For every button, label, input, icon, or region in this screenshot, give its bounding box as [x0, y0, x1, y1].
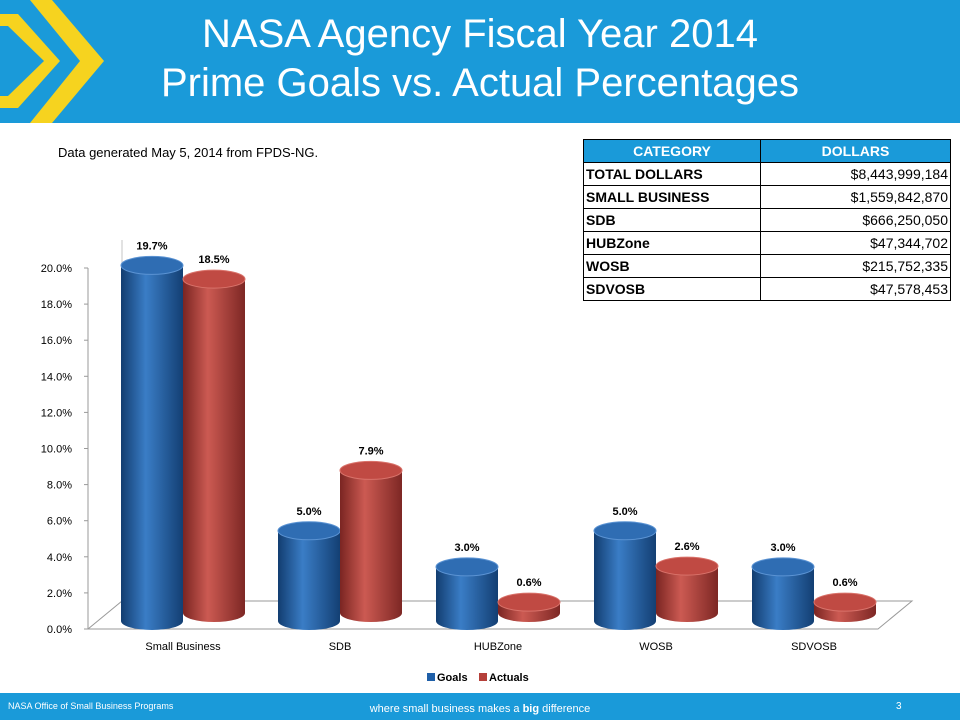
legend-goals-swatch — [427, 673, 435, 681]
bar-body — [121, 265, 183, 630]
data-label: 5.0% — [296, 506, 321, 518]
data-label: 0.6% — [516, 577, 541, 589]
bar-top — [435, 557, 499, 577]
tagline-start: where small business makes a — [369, 703, 523, 715]
y-tick-label: 4.0% — [47, 552, 72, 564]
bar-goals-hubzone — [435, 557, 499, 630]
bar-actuals-small-business — [182, 269, 246, 622]
bar-top — [751, 557, 815, 577]
tagline-end: difference — [539, 703, 591, 715]
bar-goals-sdvosb — [751, 557, 815, 630]
bar-top — [593, 521, 657, 541]
bar-chart: 0.0% 2.0% 4.0% 6.0% 8.0% 10.0% 12.0% 14.0% 16.0%… — [41, 240, 914, 684]
title-line-2: Prime Goals vs. Actual Percentages — [160, 61, 800, 105]
data-label: 7.9% — [358, 445, 383, 457]
table-cell-category: SDVOSB — [583, 277, 761, 301]
bar-actuals-wosb — [655, 556, 719, 622]
bar-actuals-hubzone — [497, 592, 561, 622]
table-cell-dollars: $215,752,335 — [760, 254, 951, 278]
footer-bar: NASA Office of Small Business Programs w… — [0, 693, 960, 720]
bar-actuals-sdvosb — [813, 592, 877, 622]
y-tick-label: 2.0% — [47, 588, 72, 600]
bar-top — [120, 255, 184, 275]
y-tick-label: 12.0% — [41, 407, 72, 419]
page-title: NASA Agency Fiscal Year 2014 Prime Goals… — [110, 10, 850, 108]
bar-goals-small-business — [120, 255, 184, 630]
table-cell-dollars: $47,578,453 — [760, 277, 951, 301]
legend-goals-label: Goals — [437, 672, 468, 684]
table-row: SDB $666,250,050 — [583, 208, 951, 232]
x-tick-label: HUBZone — [474, 641, 522, 653]
title-line-1: NASA Agency Fiscal Year 2014 — [202, 12, 758, 56]
footer-tagline: where small business makes a big differe… — [0, 703, 960, 715]
data-label: 19.7% — [136, 240, 167, 252]
bar-top — [497, 592, 561, 612]
data-label: 18.5% — [198, 254, 229, 266]
page-number: 3 — [896, 701, 902, 712]
table-cell-category: SMALL BUSINESS — [583, 185, 761, 209]
bar-actuals-sdb — [339, 460, 403, 622]
table-cell-dollars: $47,344,702 — [760, 231, 951, 255]
title-banner: NASA Agency Fiscal Year 2014 Prime Goals… — [0, 0, 960, 123]
x-tick-label: WOSB — [639, 641, 673, 653]
y-tick-label: 8.0% — [47, 480, 72, 492]
legend-actuals-label: Actuals — [489, 672, 529, 684]
data-label: 5.0% — [612, 506, 637, 518]
bar-body — [752, 566, 814, 630]
bar-top — [182, 269, 246, 289]
table-cell-dollars: $8,443,999,184 — [760, 162, 951, 186]
bar-body — [278, 530, 340, 630]
table-row: HUBZone $47,344,702 — [583, 231, 951, 255]
bar-body — [183, 279, 245, 622]
table-row: TOTAL DOLLARS $8,443,999,184 — [583, 162, 951, 186]
data-label: 3.0% — [770, 542, 795, 554]
bar-body — [656, 566, 718, 622]
y-tick-label: 18.0% — [41, 299, 72, 311]
bar-top — [339, 460, 403, 480]
chevron-logo-icon — [0, 0, 104, 123]
footer-org-label: NASA Office of Small Business Programs — [8, 701, 174, 711]
y-tick-label: 20.0% — [41, 263, 72, 275]
y-tick-label: 16.0% — [41, 335, 72, 347]
bar-top — [813, 592, 877, 612]
bars-group: 19.7% 5.0% 3.0% 5.0% 3.0% 18.5% 7.9% 0.6% 2.6% 0.… — [120, 240, 877, 630]
table-cell-category: HUBZone — [583, 231, 761, 255]
table-cell-dollars: $1,559,842,870 — [760, 185, 951, 209]
bar-body — [436, 566, 498, 630]
legend: Goals Actuals — [427, 672, 529, 684]
bar-goals-wosb — [593, 521, 657, 630]
category-dollars-table: CATEGORY DOLLARS TOTAL DOLLARS $8,443,99… — [583, 139, 951, 301]
y-tick-label: 0.0% — [47, 624, 72, 636]
table-header-dollars: DOLLARS — [760, 139, 951, 163]
x-tick-label: Small Business — [145, 641, 221, 653]
y-tick-label: 14.0% — [41, 371, 72, 383]
x-axis: Small Business SDB HUBZone WOSB SDVOSB — [145, 641, 837, 653]
table-row: WOSB $215,752,335 — [583, 254, 951, 278]
data-label: 0.6% — [832, 577, 857, 589]
y-tick-label: 6.0% — [47, 516, 72, 528]
x-tick-label: SDB — [329, 641, 352, 653]
tagline-bold: big — [522, 703, 540, 715]
data-label: 2.6% — [674, 541, 699, 553]
data-label: 3.0% — [454, 542, 479, 554]
table-row: SDVOSB $47,578,453 — [583, 277, 951, 301]
data-source-note: Data generated May 5, 2014 from FPDS-NG. — [58, 145, 319, 160]
bar-body — [340, 470, 402, 622]
table-cell-category: SDB — [583, 208, 761, 232]
table-row: SMALL BUSINESS $1,559,842,870 — [583, 185, 951, 209]
bar-top — [277, 521, 341, 541]
x-tick-label: SDVOSB — [791, 641, 837, 653]
y-tick-label: 10.0% — [41, 444, 72, 456]
y-axis: 0.0% 2.0% 4.0% 6.0% 8.0% 10.0% 12.0% 14.0% 16.0%… — [41, 263, 88, 636]
legend-actuals-swatch — [479, 673, 487, 681]
table-cell-category: TOTAL DOLLARS — [583, 162, 761, 186]
bar-body — [594, 530, 656, 630]
bar-goals-sdb — [277, 521, 341, 630]
bar-top — [655, 556, 719, 576]
